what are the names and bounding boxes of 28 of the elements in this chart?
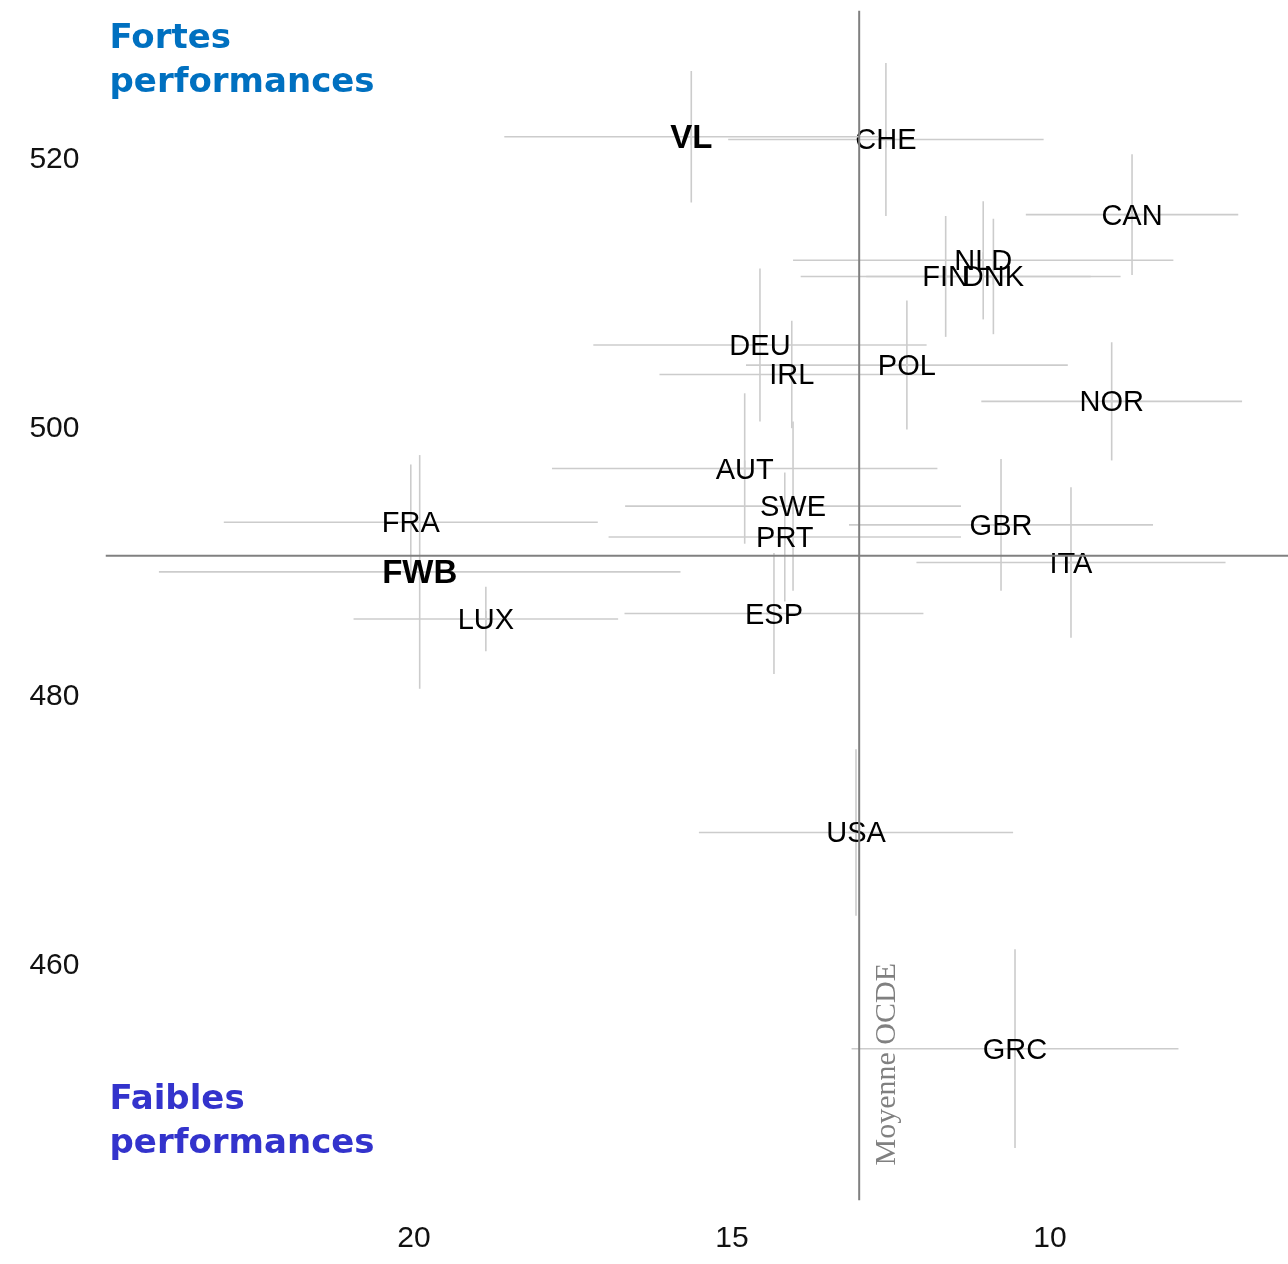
y-tick-label: 520 <box>29 141 80 175</box>
y-tick-label: 480 <box>29 678 80 712</box>
data-label: AUT <box>715 452 774 485</box>
data-label: FWB <box>382 553 458 591</box>
data-label: FRA <box>381 506 441 539</box>
data-label: DEU <box>729 328 791 361</box>
data-label: ITA <box>1049 546 1094 579</box>
y-tick-label: 460 <box>29 947 80 981</box>
data-label: CHE <box>855 123 917 156</box>
data-label: GBR <box>969 508 1033 541</box>
x-tick-label: 10 <box>1033 1219 1067 1253</box>
annotation: Faibles performances <box>109 1076 375 1161</box>
x-tick-label: 15 <box>715 1219 749 1253</box>
data-label: ESP <box>744 597 803 630</box>
data-label: LUX <box>457 602 515 635</box>
x-tick-label: 20 <box>397 1219 431 1253</box>
data-label: NOR <box>1079 385 1144 418</box>
data-label: GRC <box>982 1032 1048 1065</box>
data-label: SWE <box>760 490 827 523</box>
annotation: Fortes performances <box>109 15 375 100</box>
ref-line-label: Moyenne OCDE <box>868 963 902 1166</box>
data-label: PRT <box>756 521 814 553</box>
data-label: USA <box>826 816 887 849</box>
data-label: CAN <box>1101 198 1163 231</box>
data-label: VL <box>670 118 713 156</box>
y-tick-label: 500 <box>29 409 80 443</box>
data-label: POL <box>877 349 936 382</box>
data-label: IRL <box>769 358 815 391</box>
